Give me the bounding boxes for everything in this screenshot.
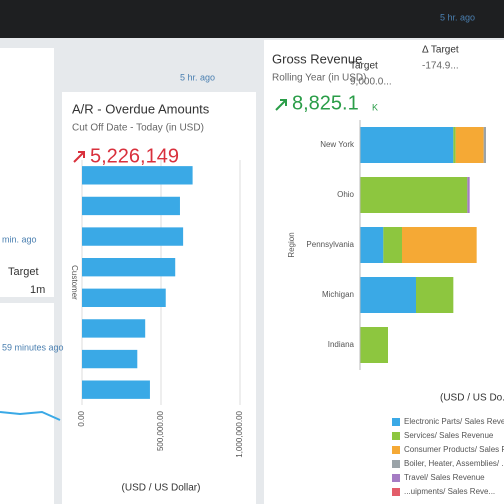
bar [82,319,146,338]
bar [82,196,180,216]
refresh: min. ago [2,234,37,244]
bar-segment [360,127,454,163]
bar [82,349,138,369]
target-label: Target [350,61,378,72]
y-tick-label: Pennsylvania [306,240,354,249]
revenue-tile[interactable] [264,40,504,504]
y-axis-label: Region [287,232,296,257]
bar-segment [360,227,384,263]
sparkline [0,410,61,421]
legend-label: Electronic Parts/ Sales Revenue [404,417,504,426]
legend-label: Services/ Sales Revenue [404,431,494,440]
bar-segment [402,227,477,263]
kpi-unit: K [372,102,378,112]
bar-segment [383,227,402,263]
target-label: Target [8,266,39,278]
x-tick-label: 1,000,000.00 [235,410,244,457]
trend-arrow [275,99,287,111]
tile-subtitle: Cut Off Date - Today (in USD) [72,123,204,134]
legend-swatch [392,432,400,440]
refresh: 5 hr. ago [180,72,215,82]
legend-label: ...uipments/ Sales Reve... [404,487,495,496]
bar-segment [360,277,416,313]
tile-title: Gross Revenue [272,51,362,66]
legend-label: Boiler, Heater, Assemblies/ ... [404,459,504,468]
refresh: 59 minutes ago [2,342,64,352]
legend-label: Consumer Products/ Sales Revenue [404,445,504,454]
bar [82,258,176,277]
y-axis-label: Customer [70,265,79,300]
y-tick-label: Indiana [328,340,355,349]
kpi: 8,825.1 [292,92,359,114]
bar-segment [483,127,486,163]
x-tick-label: 0.00 [77,410,86,426]
legend-swatch [392,488,400,496]
bar-segment [467,177,470,213]
legend-swatch [392,474,400,482]
trend-arrow [73,151,85,163]
kpi: 5,226,149 [90,145,179,167]
bar [82,166,193,185]
y-tick-label: New York [320,140,355,149]
delta-value: -174.9... [422,61,459,72]
bar [82,227,184,246]
bar-segment [455,127,484,163]
tile-title: A/R - Overdue Amounts [72,101,210,116]
delta-label: Δ Target [422,45,459,56]
legend-label: Travel/ Sales Revenue [404,473,485,482]
left-tile[interactable] [0,48,54,504]
bar-segment [360,327,388,363]
bar-segment [360,177,468,213]
target-value: 1m [30,284,45,296]
bar [82,288,166,307]
bar-segment [416,277,454,313]
y-tick-label: Ohio [337,190,354,199]
target-value: 9,000.0... [350,77,392,88]
legend-swatch [392,460,400,468]
y-tick-label: Michigan [322,290,354,299]
tile-subtitle: Rolling Year (in USD) [272,73,367,84]
x-axis-label: (USD / US Do... [440,393,504,404]
bar-segment [453,127,456,163]
bar [82,380,150,399]
x-axis-label: (USD / US Dollar) [122,483,201,494]
refresh: 5 hr. ago [440,12,475,22]
x-tick-label: 500,000.00 [156,410,165,451]
legend-swatch [392,418,400,426]
legend-swatch [392,446,400,454]
